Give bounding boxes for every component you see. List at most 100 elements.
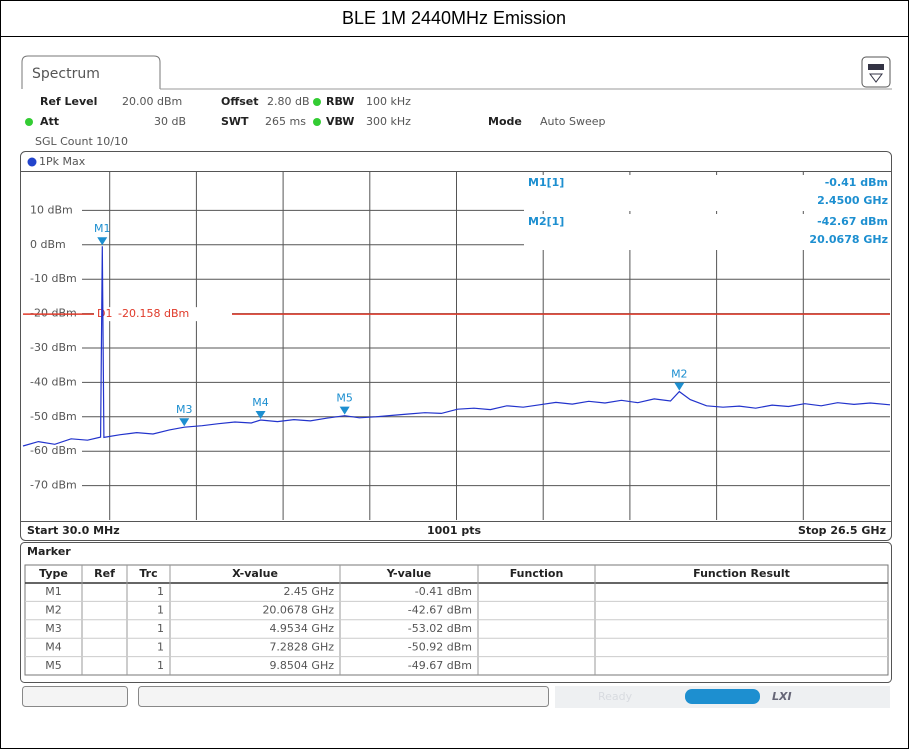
y-tick-label: -40 dBm xyxy=(30,375,77,388)
tab[interactable] xyxy=(21,55,161,89)
trace-label: 1Pk Max xyxy=(39,155,86,168)
setting-value: 2.80 dB xyxy=(267,95,310,108)
marker xyxy=(255,410,266,419)
start-label: Start 30.0 MHz xyxy=(27,524,120,537)
marker-label: M4 xyxy=(252,396,269,409)
setting-value: 30 dB xyxy=(154,115,186,128)
table-cell: M1 xyxy=(45,585,62,598)
tick-label-bg xyxy=(27,444,81,459)
table-cell: 4.9534 GHz xyxy=(269,622,334,635)
trace xyxy=(22,246,891,447)
table-cell: 20.0678 GHz xyxy=(262,604,334,617)
table-cell: -50.92 dBm xyxy=(408,640,472,653)
marker-label: M1 xyxy=(94,222,111,235)
tick-label-bg xyxy=(27,237,81,252)
setting-label: Ref Level xyxy=(40,95,97,108)
marker xyxy=(97,237,108,246)
marker-info-bg xyxy=(524,175,890,211)
setting-label: Att xyxy=(40,115,59,128)
setting-value: 100 kHz xyxy=(366,95,411,108)
table-cell: 2.45 GHz xyxy=(283,585,334,598)
menu-icon-arrow xyxy=(869,73,883,83)
menu-icon-bar xyxy=(868,64,884,70)
y-tick-label: -10 dBm xyxy=(30,272,77,285)
table-cell: M5 xyxy=(45,659,62,672)
setting-value: 20.00 dBm xyxy=(122,95,182,108)
tick-label-bg xyxy=(27,478,81,493)
status-field xyxy=(138,686,549,707)
marker-label: M2 xyxy=(671,368,688,381)
table-cell: M3 xyxy=(45,622,62,635)
table-cell: 1 xyxy=(157,640,164,653)
marker-info-value: -0.41 dBm xyxy=(825,176,888,189)
status-field xyxy=(22,686,128,707)
table-header: X-value xyxy=(232,567,278,580)
y-tick-label: 0 dBm xyxy=(30,238,66,251)
table-cell: -42.67 dBm xyxy=(408,604,472,617)
setting-label: Mode xyxy=(488,115,522,128)
table-header: Type xyxy=(39,567,68,580)
points-label: 1001 pts xyxy=(427,524,482,537)
table-header: Y-value xyxy=(386,567,432,580)
setting-label: SWT xyxy=(221,115,249,128)
y-tick-label: -60 dBm xyxy=(30,444,77,457)
tab-label[interactable]: Spectrum xyxy=(32,66,100,82)
table-cell: M4 xyxy=(45,640,62,653)
marker-info-label: M2[1] xyxy=(528,215,564,228)
table-header: Trc xyxy=(139,567,157,580)
sweep-count: SGL Count 10/10 xyxy=(35,135,128,148)
trace-dot xyxy=(27,157,37,167)
setting-value: 300 kHz xyxy=(366,115,411,128)
status-dot xyxy=(313,118,321,126)
marker-info-value: -42.67 dBm xyxy=(817,215,888,228)
marker-info-label: M1[1] xyxy=(528,176,564,189)
y-tick-label: -20 dBm xyxy=(30,307,77,320)
marker xyxy=(339,406,350,415)
tick-label-bg xyxy=(27,341,81,355)
marker-label: M3 xyxy=(176,403,193,416)
table-cell: 1 xyxy=(157,604,164,617)
display-line-label: -20.158 dBm xyxy=(118,307,189,320)
table-cell: -53.02 dBm xyxy=(408,622,472,635)
table-cell: M2 xyxy=(45,604,62,617)
display-line-name: D1 xyxy=(97,307,112,320)
setting-label: VBW xyxy=(326,115,354,128)
tick-label-bg xyxy=(27,375,81,390)
table-cell: -0.41 dBm xyxy=(415,585,472,598)
y-tick-label: 10 dBm xyxy=(30,203,73,216)
marker xyxy=(674,382,685,391)
table-cell: 1 xyxy=(157,659,164,672)
status-text: Ready xyxy=(598,690,633,703)
table-header: Function xyxy=(510,567,564,580)
setting-label: RBW xyxy=(326,95,354,108)
marker-info-value: 20.0678 GHz xyxy=(809,233,888,246)
setting-value: 265 ms xyxy=(265,115,306,128)
y-tick-label: -70 dBm xyxy=(30,479,77,492)
table-cell: 9.8504 GHz xyxy=(269,659,334,672)
table-cell: 1 xyxy=(157,622,164,635)
setting-label: Offset xyxy=(221,95,259,108)
setting-value: Auto Sweep xyxy=(540,115,606,128)
table-cell: 1 xyxy=(157,585,164,598)
table-header: Function Result xyxy=(693,567,790,580)
status-dot xyxy=(313,98,321,106)
marker-label: M5 xyxy=(336,392,353,405)
tick-label-bg xyxy=(27,272,81,287)
table-title: Marker xyxy=(27,545,71,558)
table-cell: -49.67 dBm xyxy=(408,659,472,672)
tick-label-bg xyxy=(27,409,81,424)
display-line-label-bg xyxy=(94,307,232,322)
stop-label: Stop 26.5 GHz xyxy=(798,524,886,537)
table-header: Ref xyxy=(94,567,115,580)
y-tick-label: -50 dBm xyxy=(30,410,77,423)
table-cell: 7.2828 GHz xyxy=(269,640,334,653)
status-dot xyxy=(25,118,33,126)
tick-label-bg xyxy=(27,203,81,218)
y-tick-label: -30 dBm xyxy=(30,341,77,354)
marker xyxy=(179,418,190,427)
marker-info-bg xyxy=(524,214,890,250)
progress-bar xyxy=(685,689,760,704)
marker-info-value: 2.4500 GHz xyxy=(817,194,888,207)
lxi-logo: LXI xyxy=(772,690,792,703)
